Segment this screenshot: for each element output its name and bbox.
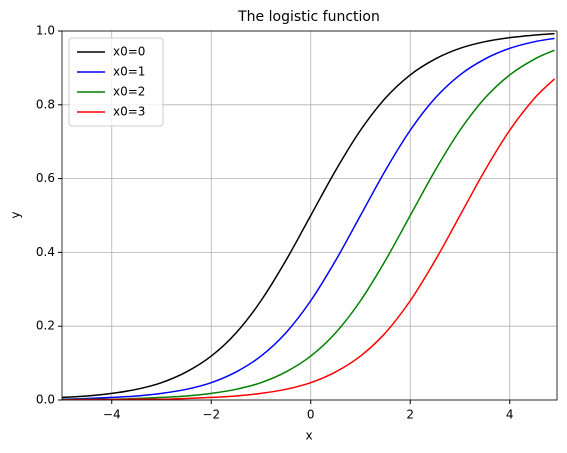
x-tick-label: 0 [307,408,315,422]
x-axis-label: x [305,429,312,443]
y-tick-label: 0.4 [36,245,55,259]
line-series [62,49,555,400]
legend-box [68,37,164,127]
x-tick-label: −4 [103,408,121,422]
chart-title: The logistic function [237,9,380,25]
plot-frame [61,30,558,401]
x-tick-label: −2 [202,408,220,422]
line-series [62,78,556,400]
line-series [62,32,555,399]
y-tick-label: 0.0 [36,393,55,407]
y-tick-label: 0.8 [36,97,55,111]
legend-label: x0=3 [113,105,145,119]
y-axis-label: y [9,211,23,218]
x-tick-label: 2 [406,408,414,422]
y-tick-label: 1.0 [36,24,55,38]
x-tick-label: 4 [506,408,514,422]
y-tick-label: 0.2 [36,319,55,333]
line-series [62,37,555,400]
y-tick-label: 0.6 [36,171,55,185]
legend-label: x0=0 [113,45,145,59]
legend-label: x0=1 [113,65,145,79]
legend-label: x0=2 [113,85,145,99]
